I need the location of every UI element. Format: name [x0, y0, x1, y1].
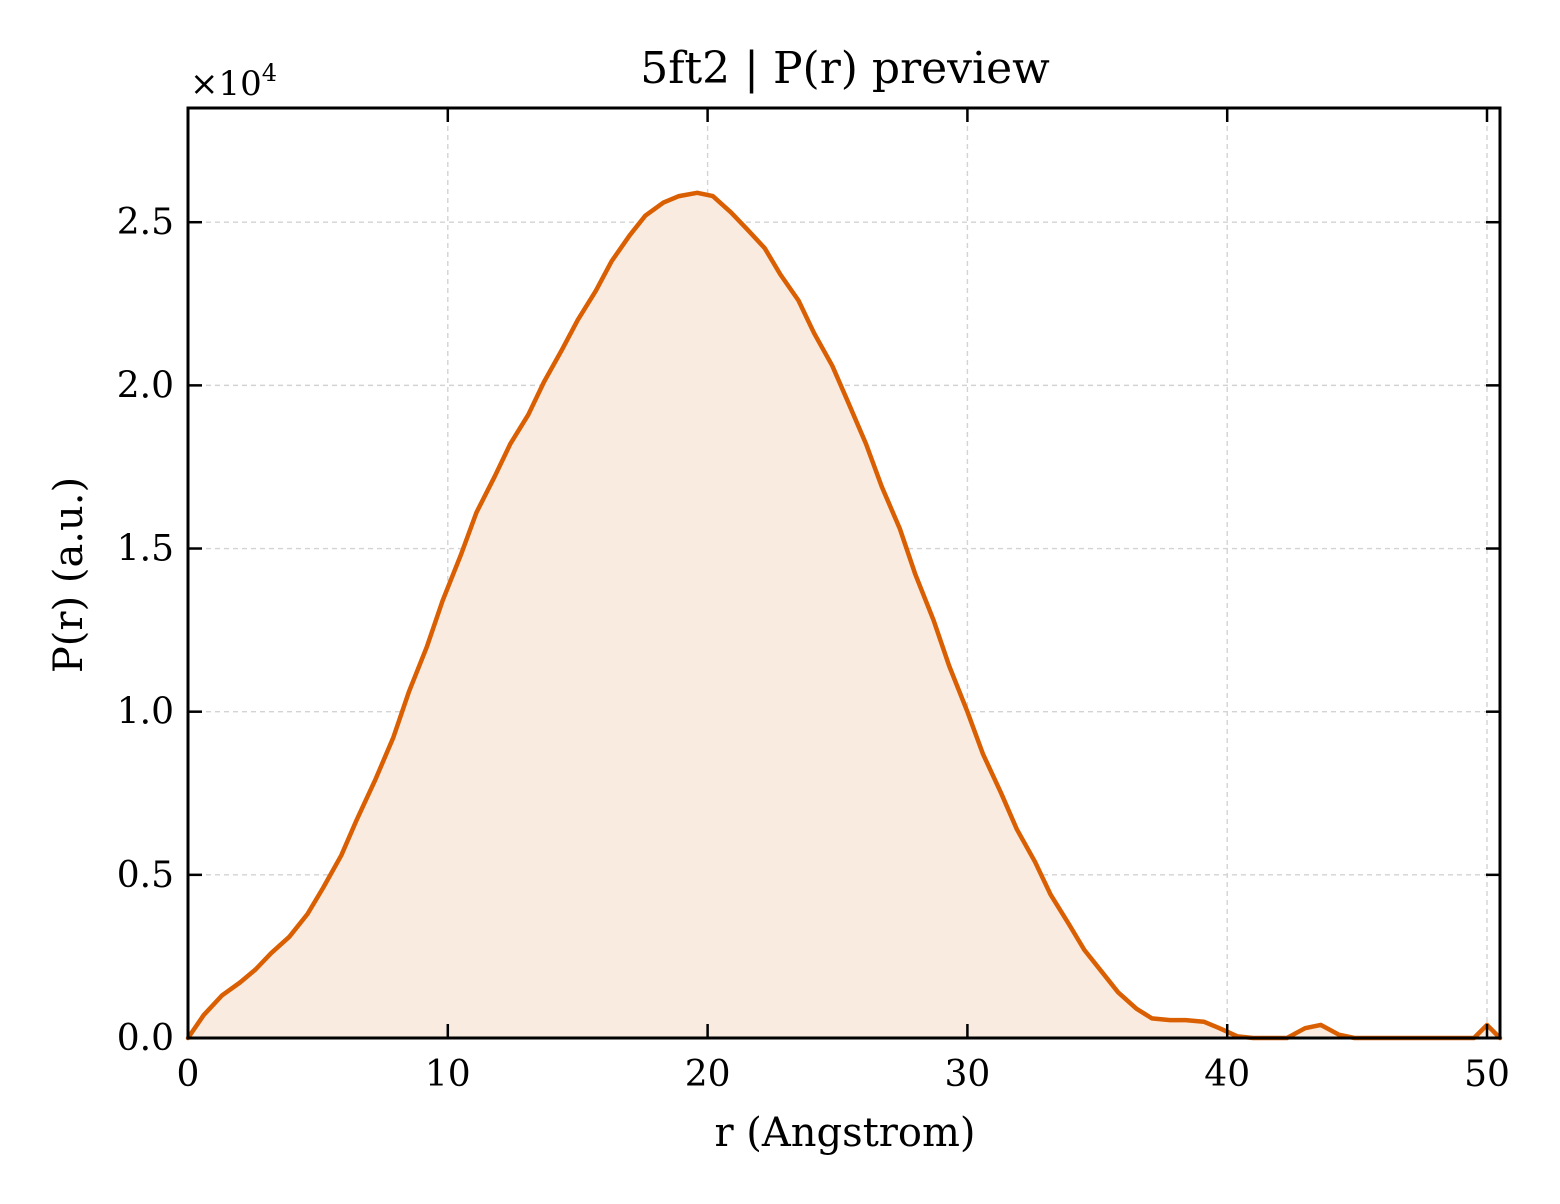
- y-tick-label: 1.0: [117, 692, 174, 733]
- y-axis-label: P(r) (a.u.): [46, 477, 92, 673]
- x-tick-label: 50: [1464, 1054, 1510, 1095]
- y-multiplier: ×104: [190, 59, 277, 104]
- x-tick-label: 10: [425, 1054, 471, 1095]
- chart-title: 5ft2 | P(r) preview: [640, 43, 1050, 94]
- x-tick-label: 0: [177, 1054, 200, 1095]
- series-area-fill: [188, 192, 1500, 1039]
- axis-ticks: 0 10 20 30 40 50 0.0 0.5 1.0 1.5 2.0 2.5: [117, 108, 1510, 1095]
- y-multiplier-base: ×10: [190, 64, 262, 104]
- area-fill-group: [188, 192, 1500, 1039]
- plot-frame: [186, 106, 1502, 1040]
- y-tick-label: 0.5: [117, 855, 174, 896]
- y-tick-label: 1.5: [117, 529, 174, 570]
- x-tick-label: 40: [1204, 1054, 1250, 1095]
- y-tick-label: 2.5: [117, 202, 174, 243]
- y-tick-label: 2.0: [117, 365, 174, 406]
- x-axis-label: r (Angstrom): [714, 1110, 975, 1156]
- y-multiplier-exponent: 4: [262, 59, 277, 87]
- y-tick-label: 0.0: [117, 1018, 174, 1059]
- x-tick-label: 30: [944, 1054, 990, 1095]
- x-tick-label: 20: [685, 1054, 731, 1095]
